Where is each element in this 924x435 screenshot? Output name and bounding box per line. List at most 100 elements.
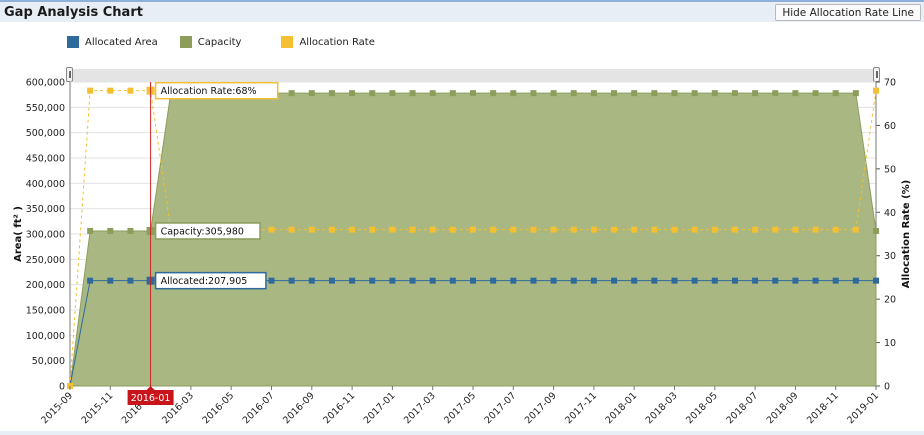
allocation-rate-point — [107, 87, 114, 94]
allocation-rate-point — [550, 226, 557, 233]
allocated-area-point — [873, 277, 879, 284]
crosshair-x-label-box — [127, 390, 174, 405]
allocation-rate-point — [490, 226, 497, 233]
y2-tick-label: 20 — [884, 295, 896, 306]
capacity-point — [349, 90, 356, 97]
allocation-rate-point — [852, 226, 859, 233]
allocation-rate-point — [812, 226, 819, 233]
allocation-rate-point — [429, 226, 436, 233]
y2-tick-label: 30 — [884, 251, 896, 262]
allocation-rate-point — [631, 226, 638, 233]
y2-tick-label: 50 — [884, 164, 896, 175]
allocated-area-point — [328, 277, 335, 284]
x-tick-label: 2017-01 — [362, 390, 398, 426]
capacity-point — [369, 90, 376, 97]
y-tick-label: 250,000 — [26, 255, 65, 266]
y-tick-label: 600,000 — [26, 78, 65, 89]
y-tick-label: 550,000 — [26, 103, 65, 114]
allocation-rate-point — [611, 226, 618, 233]
capacity-point — [651, 90, 658, 97]
allocated-area-point — [349, 277, 356, 284]
capacity-point — [530, 90, 537, 97]
allocation-rate-point — [772, 226, 779, 233]
allocation-rate-point — [671, 226, 678, 233]
capacity-point — [752, 90, 759, 97]
y-tick-label: 450,000 — [26, 154, 65, 165]
allocation-rate-point — [87, 87, 94, 94]
allocation-rate-point — [349, 226, 356, 233]
allocated-area-point — [631, 277, 638, 284]
y2-tick-label: 0 — [884, 382, 890, 393]
y-tick-label: 200,000 — [26, 280, 65, 291]
legend-swatch-allocated-area — [67, 36, 79, 48]
allocated-area-point — [752, 277, 759, 284]
capacity-point — [772, 90, 779, 97]
allocated-area-point — [731, 277, 738, 284]
legend-item-allocated-area[interactable]: Allocated Area — [67, 36, 158, 48]
x-tick-label: 2016-05 — [200, 390, 236, 426]
x-tick-label: 2018-09 — [765, 390, 801, 426]
x-tick-label: 2016-07 — [241, 390, 277, 426]
allocated-area-point — [308, 277, 315, 284]
allocation-rate-point — [268, 226, 275, 233]
range-handle-left[interactable] — [66, 67, 73, 82]
chart-title: Gap Analysis Chart — [4, 5, 143, 20]
y2-tick-label: 70 — [884, 78, 896, 89]
allocation-rate-point — [691, 226, 698, 233]
capacity-point — [107, 227, 114, 234]
capacity-point — [308, 90, 315, 97]
x-tick-label: 2017-07 — [483, 390, 519, 426]
allocation-rate-point — [288, 226, 295, 233]
tooltip-box — [154, 81, 279, 100]
legend-item-allocation-rate[interactable]: Allocation Rate — [281, 36, 375, 48]
capacity-point — [590, 90, 597, 97]
legend-item-capacity[interactable]: Capacity — [179, 36, 241, 48]
y-tick-label: 50,000 — [32, 356, 65, 367]
x-tick-label: 2018-03 — [644, 390, 680, 426]
allocated-area-point — [268, 277, 275, 284]
capacity-point — [288, 90, 295, 97]
tooltip-box — [154, 271, 267, 290]
allocated-area-point — [590, 277, 597, 284]
capacity-point — [832, 90, 839, 97]
allocated-area-point — [449, 277, 456, 284]
allocation-rate-point — [792, 226, 799, 233]
legend-label-allocated-area: Allocated Area — [85, 36, 158, 48]
allocation-rate-point — [752, 226, 759, 233]
hide-allocation-rate-line-button[interactable]: Hide Allocation Rate Line — [775, 4, 921, 21]
allocated-area-point — [550, 277, 557, 284]
range-scrollbar[interactable] — [67, 69, 877, 82]
capacity-point — [671, 90, 678, 97]
x-tick-label: 2018-05 — [684, 390, 720, 426]
allocated-area-point — [389, 277, 396, 284]
capacity-point — [711, 90, 718, 97]
capacity-point — [550, 90, 557, 97]
y2-axis-title: Allocation Rate (%) — [901, 180, 912, 288]
legend-swatch-allocation-rate — [281, 36, 294, 48]
allocated-area-point — [671, 277, 678, 284]
x-tick-label: 2017-05 — [442, 390, 478, 426]
allocated-area-point — [570, 277, 577, 284]
capacity-point — [812, 90, 819, 97]
x-tick-label: 2018-01 — [603, 390, 639, 426]
chart-legend: Allocated Area Capacity Allocation Rate — [67, 36, 397, 48]
legend-label-allocation-rate: Allocation Rate — [299, 36, 375, 48]
allocation-rate-point — [127, 87, 134, 94]
capacity-point — [631, 90, 638, 97]
crosshair-x-label-pointer — [146, 386, 155, 390]
y-tick-label: 500,000 — [26, 128, 65, 139]
x-tick-label: 2016-11 — [321, 390, 357, 426]
allocation-rate-point — [510, 226, 517, 233]
x-tick-label: 2018-11 — [805, 390, 841, 426]
allocated-area-point — [812, 277, 819, 284]
capacity-point — [691, 90, 698, 97]
capacity-point — [792, 90, 799, 97]
capacity-point — [449, 90, 456, 97]
y-tick-label: 400,000 — [26, 179, 65, 190]
y-tick-label: 0 — [59, 382, 65, 393]
capacity-point — [490, 90, 497, 97]
y-tick-label: 350,000 — [26, 204, 65, 215]
y2-tick-label: 60 — [884, 121, 896, 132]
tooltip-text: Allocated:207,905 — [161, 276, 248, 287]
